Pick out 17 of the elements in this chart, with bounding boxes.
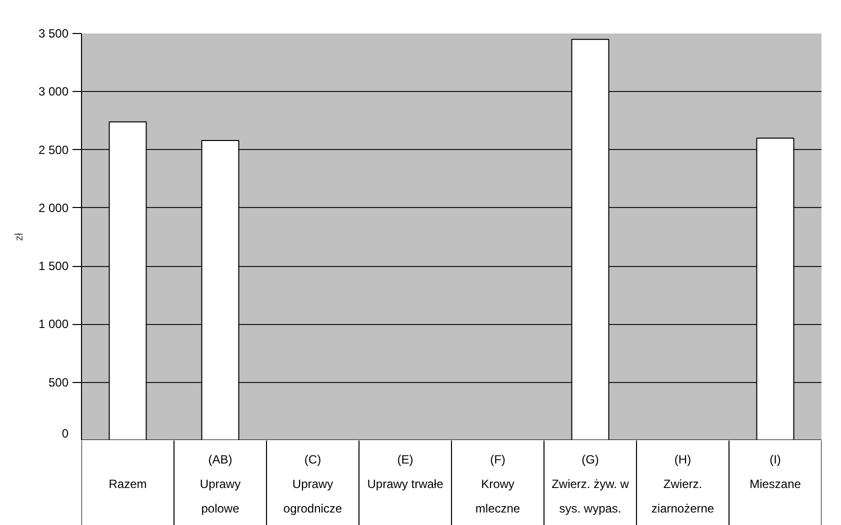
x-tick-label: (I) Mieszane xyxy=(750,452,802,491)
x-tick-label: (C) Uprawy ogrodnicze xyxy=(283,452,342,516)
x-tick-label: (E) Uprawy trwałe xyxy=(367,452,444,491)
y-tick-label: 1 500 xyxy=(38,259,69,274)
x-tick-label: (G) Zwierz. żyw. w sys. wypas. xyxy=(552,452,630,516)
x-tick-label: (AB) Uprawy polowe xyxy=(200,452,241,516)
y-tick-label: 2 000 xyxy=(38,200,69,215)
y-tick-label: 0 xyxy=(62,426,69,440)
y-tick-label: 3 000 xyxy=(38,84,69,99)
y-axis-title: zł xyxy=(13,232,26,241)
y-tick-label: 2 500 xyxy=(38,142,69,157)
y-tick-label: 1 000 xyxy=(38,317,69,332)
x-tick-label: Razem xyxy=(108,476,147,491)
y-tick-label: 3 500 xyxy=(38,26,69,40)
y-tick-label: 500 xyxy=(48,375,69,390)
x-tick-label: (H) Zwierz. ziarnożerne xyxy=(651,452,714,516)
x-tick-label: (F) Krowy mleczne xyxy=(475,452,520,516)
